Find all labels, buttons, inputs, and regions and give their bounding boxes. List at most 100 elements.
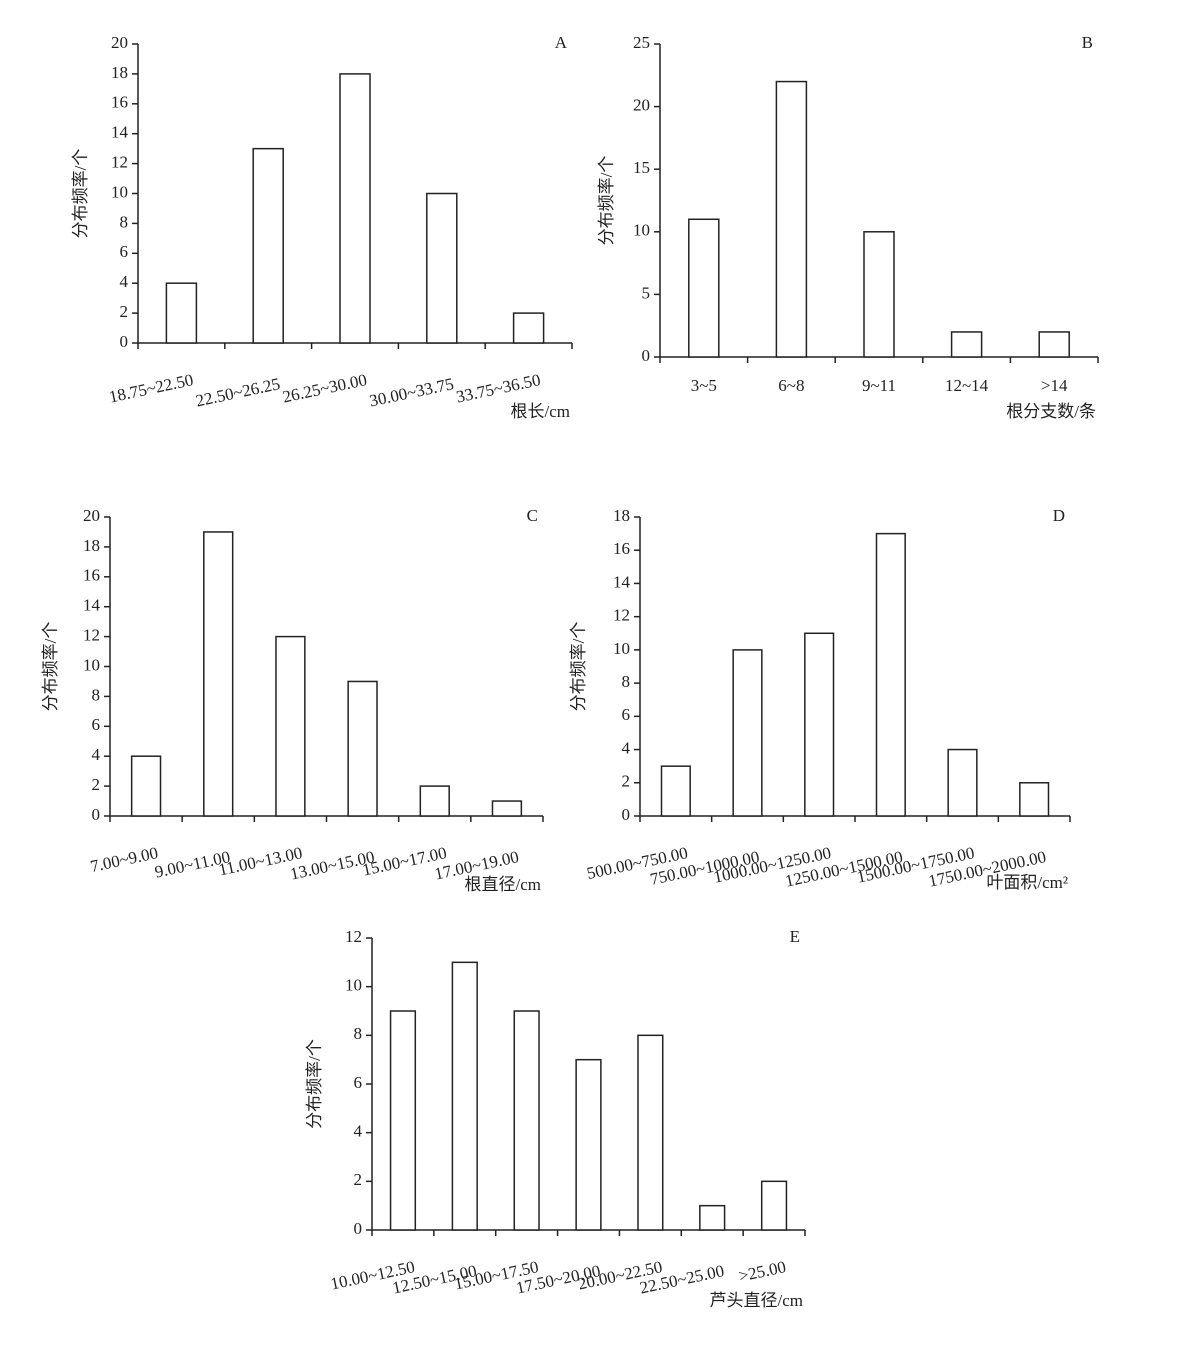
y-tick-label: 8 (92, 685, 101, 704)
bar (732, 649, 763, 817)
bar (419, 785, 450, 817)
y-tick-label: 25 (633, 33, 650, 52)
bar (1019, 782, 1050, 817)
bar (165, 282, 198, 344)
y-tick-label: 4 (622, 738, 631, 757)
y-tick-label: 2 (622, 772, 631, 791)
bar (512, 312, 545, 344)
bar (451, 961, 478, 1231)
y-tick-label: 20 (633, 96, 650, 115)
bar (426, 192, 458, 344)
y-tick-label: 12 (111, 153, 128, 172)
y-tick-label: 18 (111, 63, 128, 82)
bar (699, 1204, 726, 1231)
y-tick-label: 2 (120, 302, 129, 321)
y-axis-label: 分布频率/个 (569, 622, 588, 712)
bar (660, 765, 691, 817)
bar (252, 147, 284, 344)
bar (775, 80, 808, 358)
y-axis-label: 分布频率/个 (305, 1039, 324, 1129)
y-tick-label: 18 (613, 506, 630, 525)
x-axis-label: 根长/cm (511, 402, 571, 421)
y-tick-label: 14 (613, 572, 631, 591)
y-tick-label: 0 (92, 805, 101, 824)
y-tick-label: 12 (345, 927, 362, 946)
bar (339, 73, 371, 344)
y-tick-label: 4 (120, 272, 129, 291)
bar (875, 532, 906, 817)
bar (389, 1010, 417, 1231)
y-tick-label: 12 (613, 606, 630, 625)
y-tick-label: 2 (354, 1170, 363, 1189)
x-axis-label: 叶面积/cm² (986, 873, 1068, 892)
y-tick-label: 10 (83, 655, 100, 674)
x-tick-label: 18.75~22.50 (107, 370, 195, 406)
y-tick-label: 10 (345, 976, 362, 995)
x-tick-label: 9~11 (862, 376, 896, 395)
y-axis-label: 分布频率/个 (597, 156, 616, 246)
y-tick-label: 20 (111, 33, 128, 52)
y-tick-label: 4 (354, 1122, 363, 1141)
y-tick-label: 16 (111, 93, 128, 112)
y-tick-label: 15 (633, 158, 650, 177)
y-tick-label: 8 (120, 212, 129, 231)
x-tick-label: >14 (1041, 376, 1068, 395)
y-tick-label: 0 (622, 805, 631, 824)
bar (513, 1010, 540, 1231)
x-tick-label: 22.50~26.25 (194, 374, 282, 410)
y-tick-label: 14 (83, 596, 101, 615)
bar (491, 800, 523, 817)
bar (1038, 331, 1070, 358)
bar (760, 1180, 788, 1231)
x-axis-label: 根直径/cm (465, 875, 542, 894)
bar (347, 680, 378, 817)
y-tick-label: 18 (83, 536, 100, 555)
panel-label: A (555, 33, 568, 52)
y-tick-label: 4 (92, 745, 101, 764)
bar (275, 635, 306, 817)
y-tick-label: 8 (622, 672, 631, 691)
y-tick-label: 8 (354, 1024, 363, 1043)
bar (947, 748, 978, 817)
y-tick-label: 0 (354, 1219, 363, 1238)
y-tick-label: 6 (354, 1073, 363, 1092)
x-tick-label: >25.00 (737, 1257, 788, 1286)
y-axis-label: 分布频率/个 (71, 149, 90, 239)
x-tick-label: 12~14 (945, 376, 989, 395)
y-tick-label: 2 (92, 775, 101, 794)
panel-label: C (527, 506, 538, 525)
y-tick-label: 6 (622, 705, 631, 724)
bar (637, 1034, 664, 1231)
y-tick-label: 10 (111, 182, 128, 201)
x-tick-label: 26.25~30.00 (281, 370, 369, 406)
panel-label: D (1053, 506, 1065, 525)
panel-label: B (1082, 33, 1093, 52)
bar (863, 231, 895, 358)
bar (950, 331, 983, 358)
y-tick-label: 16 (83, 566, 100, 585)
y-tick-label: 10 (613, 639, 630, 658)
bar (804, 632, 835, 817)
y-tick-label: 20 (83, 506, 100, 525)
x-tick-label: 30.00~33.75 (368, 374, 456, 410)
y-tick-label: 10 (633, 221, 650, 240)
y-tick-label: 5 (642, 283, 651, 302)
x-tick-label: 6~8 (778, 376, 804, 395)
panel-label: E (790, 927, 800, 946)
y-tick-label: 0 (642, 346, 651, 365)
bar (203, 531, 234, 817)
y-tick-label: 6 (92, 715, 101, 734)
y-tick-label: 0 (120, 332, 129, 351)
y-tick-label: 14 (111, 123, 129, 142)
y-tick-label: 16 (613, 539, 630, 558)
x-tick-label: 7.00~9.00 (89, 843, 160, 876)
y-axis-label: 分布频率/个 (41, 622, 60, 712)
x-axis-label: 根分支数/条 (1006, 402, 1096, 421)
bar (130, 755, 162, 817)
x-tick-label: 3~5 (691, 376, 717, 395)
y-tick-label: 6 (120, 242, 129, 261)
x-axis-label: 芦头直径/cm (710, 1291, 804, 1310)
bar (575, 1058, 602, 1231)
